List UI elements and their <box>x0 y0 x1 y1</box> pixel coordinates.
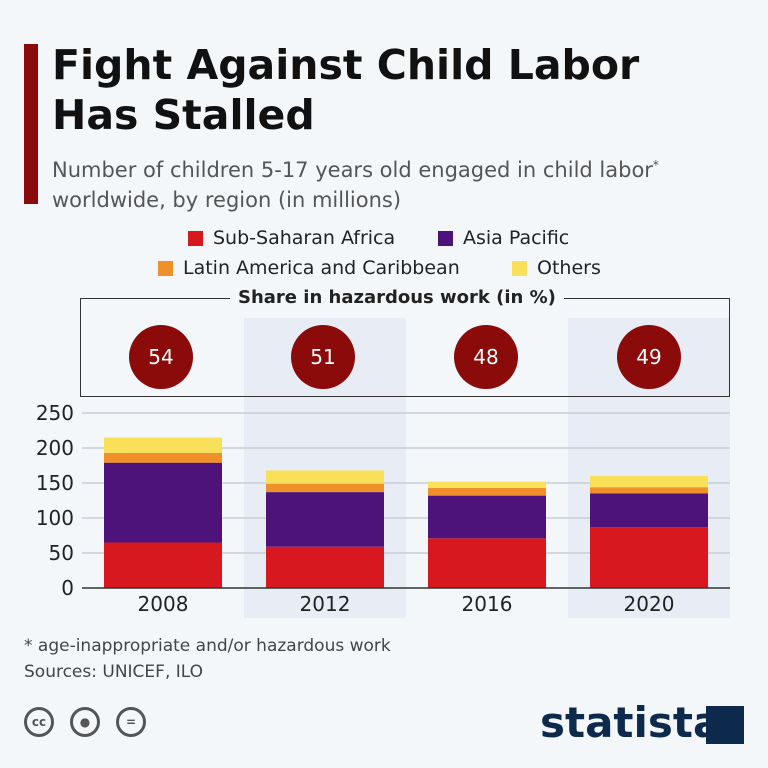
y-tick-label: 150 <box>36 471 74 495</box>
x-tick-label: 2008 <box>138 592 189 616</box>
bar-2020-2 <box>590 487 708 494</box>
bar-2016-1 <box>428 495 546 539</box>
title-accent-bar <box>24 44 38 204</box>
bar-2008-2 <box>104 452 222 463</box>
statista-logo[interactable]: statista <box>540 698 722 747</box>
hazard-circle-2012: 51 <box>291 325 355 389</box>
legend-item-latam: Latin America and Caribbean <box>158 257 460 279</box>
bar-2008-0 <box>104 542 222 588</box>
y-tick-label: 250 <box>36 401 74 425</box>
x-tick-label: 2020 <box>624 592 675 616</box>
y-tick-label: 200 <box>36 436 74 460</box>
bar-2012-2 <box>266 483 384 493</box>
bar-2008-1 <box>104 462 222 543</box>
legend-item-others: Others <box>512 257 601 279</box>
x-tick-label: 2016 <box>462 592 513 616</box>
legend-item-ssa: Sub-Saharan Africa <box>188 227 395 249</box>
chart-title: Fight Against Child Labor Has Stalled <box>52 41 640 139</box>
chart-subtitle: Number of children 5-17 years old engage… <box>52 158 659 212</box>
statista-logo-mark <box>706 706 744 744</box>
no-derivatives-icon[interactable]: = <box>116 707 146 737</box>
hazard-title: Share in hazardous work (in %) <box>230 287 564 308</box>
bar-2012-3 <box>266 470 384 484</box>
bar-2020-0 <box>590 527 708 588</box>
attribution-icon[interactable]: ● <box>70 707 100 737</box>
bar-2016-3 <box>428 481 546 488</box>
hazard-circle-2016: 48 <box>454 325 518 389</box>
hazard-circle-2008: 54 <box>129 325 193 389</box>
y-tick-label: 50 <box>49 541 74 565</box>
y-tick-label: 0 <box>61 576 74 600</box>
footnote: * age-inappropriate and/or hazardous wor… <box>24 636 391 656</box>
cc-icon[interactable]: cc <box>24 707 54 737</box>
bar-2020-1 <box>590 493 708 528</box>
hazard-circle-2020: 49 <box>617 325 681 389</box>
sources: Sources: UNICEF, ILO <box>24 662 204 682</box>
chart-svg: 0 50 100 150 200 250 2008 2012 2016 2020 <box>36 318 730 618</box>
bar-2012-0 <box>266 546 384 588</box>
bar-2012-1 <box>266 492 384 547</box>
bar-2016-2 <box>428 487 546 496</box>
x-tick-label: 2012 <box>300 592 351 616</box>
bar-2020-3 <box>590 476 708 488</box>
bar-2016-0 <box>428 538 546 588</box>
legend-item-asia: Asia Pacific <box>438 227 569 249</box>
bar-2008-3 <box>104 437 222 453</box>
y-tick-label: 100 <box>36 506 74 530</box>
